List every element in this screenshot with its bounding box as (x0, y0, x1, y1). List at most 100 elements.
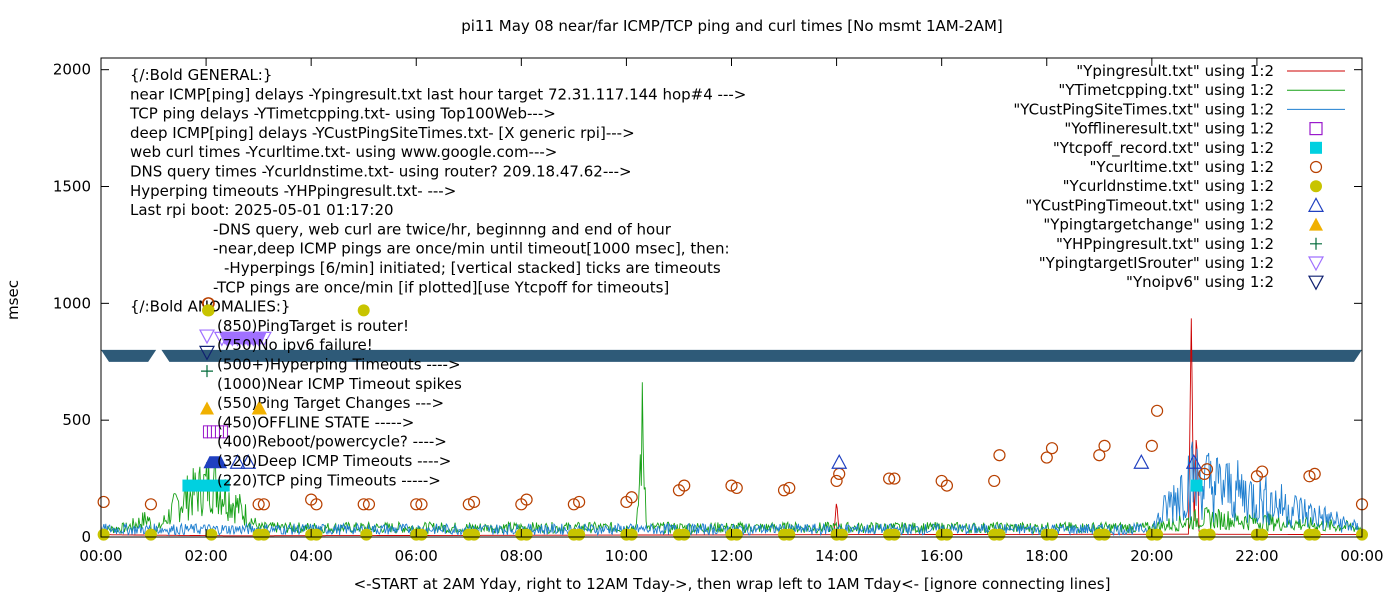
point-dns (97, 528, 110, 541)
y-axis-label: msec (4, 280, 22, 320)
annotation-block: {/:Bold GENERAL:}near ICMP[ping] delays … (129, 66, 746, 489)
legend-label: "Ypingresult.txt" using 1:2 (1076, 62, 1274, 80)
ann-marker-target (200, 401, 214, 415)
annotation-line: (320)Deep ICMP Timeouts ----> (217, 452, 451, 470)
point-dns (783, 528, 796, 541)
legend: "Ypingresult.txt" using 1:2"YTimetcpping… (1013, 62, 1345, 291)
x-tick-label: 12:00 (710, 547, 753, 565)
point-dns (357, 304, 370, 317)
annotation-line: -near,deep ICMP pings are once/min until… (213, 240, 730, 258)
legend-label: "YTimetcpping.txt" using 1:2 (1058, 81, 1274, 99)
point-dns (1203, 528, 1216, 541)
ann-marker-target2 (253, 401, 267, 415)
point-curl (783, 481, 796, 495)
point-dns (678, 528, 691, 541)
point-curl (940, 479, 954, 492)
offline-mark (222, 425, 228, 439)
x-tick-label: 00:00 (79, 547, 122, 565)
axes: 0 500 1000 1500 2000 00:00 02:00 04:00 06:00 08:0… (53, 57, 1384, 565)
offline-mark (202, 425, 208, 439)
annotation-line: deep ICMP[ping] delays -YCustPingSiteTim… (130, 124, 635, 142)
legend-marker-tcpoff (1310, 141, 1322, 154)
point-curl (993, 449, 1006, 462)
point-curl (888, 472, 901, 485)
point-deep_timeout (1185, 453, 1202, 469)
offline-mark (206, 425, 212, 439)
annotation-line: web curl times -Ycurltime.txt- using www… (130, 143, 557, 161)
point-curl (462, 498, 475, 511)
point-curl (310, 498, 323, 511)
point-dns (415, 528, 428, 541)
annotation-line: TCP ping delays -YTimetcpping.txt- using… (129, 105, 556, 123)
point-dns (940, 528, 953, 541)
annotation-line: near ICMP[ping] delays -Ypingresult.txt … (130, 85, 746, 103)
x-tick-label: 02:00 (184, 547, 227, 565)
y-tick-label: 500 (62, 411, 91, 429)
ann-marker-dns (202, 304, 214, 317)
point-curl (1145, 439, 1158, 452)
legend-marker-router (1307, 256, 1325, 272)
legend-marker-target_change (1309, 217, 1323, 231)
point-dns (730, 528, 743, 541)
x-tick-label: 22:00 (1235, 547, 1278, 565)
point-curl (567, 498, 580, 511)
annotation-line: Last rpi boot: 2025-05-01 01:17:20 (130, 201, 394, 219)
annotation-line: (850)PingTarget is router! (217, 317, 409, 335)
point-dns (1151, 528, 1164, 541)
point-deep_timeout (240, 453, 257, 469)
point-dns (205, 528, 218, 541)
deep-timeout-bar (203, 456, 228, 469)
legend-label: "Ycurltime.txt" using 1:2 (1089, 158, 1274, 176)
legend-label: "YpingtargetISrouter" using 1:2 (1039, 254, 1274, 272)
point-curl (257, 498, 270, 511)
ann-marker-hyperping (201, 365, 213, 378)
x-tick-label: 10:00 (605, 547, 648, 565)
ann-marker-router (198, 329, 216, 345)
point-curl (833, 467, 846, 481)
point-curl (252, 498, 265, 511)
legend-label: "Ypingtargetchange" using 1:2 (1043, 216, 1274, 234)
x-tick-label: 06:00 (395, 547, 438, 565)
point-curl (415, 498, 428, 511)
annotation-line: -TCP pings are once/min [if plotted][use… (213, 278, 669, 296)
x-tick-label: 20:00 (1130, 547, 1173, 565)
y-tick-label: 1500 (53, 178, 91, 196)
point-curl (1150, 404, 1164, 417)
point-curl (678, 479, 691, 492)
noipv6-band-1 (161, 349, 1363, 362)
point-dns (360, 528, 373, 541)
point-dns (888, 528, 901, 541)
y-tick-label: 2000 (53, 61, 91, 79)
point-dns (1098, 528, 1111, 541)
annotation-line: -DNS query, web curl are twice/hr, begin… (213, 220, 672, 238)
point-curl (1093, 449, 1106, 462)
point-curl (830, 474, 843, 488)
legend-label: "Yofflineresult.txt" using 1:2 (1064, 120, 1274, 138)
ann-marker-noipv6 (198, 345, 216, 361)
x-tick-label: 04:00 (290, 547, 333, 565)
point-curl (1098, 439, 1111, 452)
annotation-line: -Hyperpings [6/min] initiated; [vertical… (224, 259, 721, 277)
chart-title: pi11 May 08 near/far ICMP/TCP ping and c… (461, 17, 1003, 35)
point-curl (520, 493, 533, 506)
point-curl (625, 491, 638, 504)
x-tick-label: 16:00 (920, 547, 963, 565)
legend-label: "Ycurldnstime.txt" using 1:2 (1063, 177, 1274, 195)
point-deep_timeout (831, 453, 848, 469)
legend-marker-dns (1310, 180, 1322, 193)
point-deep_timeout (1133, 453, 1150, 469)
point-dns (468, 528, 481, 541)
legend-label: "Ynoipv6" using 1:2 (1126, 273, 1274, 291)
point-dns (1256, 528, 1269, 541)
x-axis-label: <-START at 2AM Yday, right to 12AM Tday-… (354, 575, 1111, 593)
point-curl (1303, 470, 1316, 483)
point-curl (573, 495, 586, 509)
point-curl (730, 481, 743, 495)
point-dns (144, 528, 157, 541)
point-dns (993, 528, 1006, 541)
point-curl (883, 472, 896, 485)
x-tick-label: 00:00 (1340, 547, 1383, 565)
legend-marker-hyperping (1310, 237, 1322, 250)
point-curl (1308, 467, 1321, 481)
point-dns (835, 528, 848, 541)
